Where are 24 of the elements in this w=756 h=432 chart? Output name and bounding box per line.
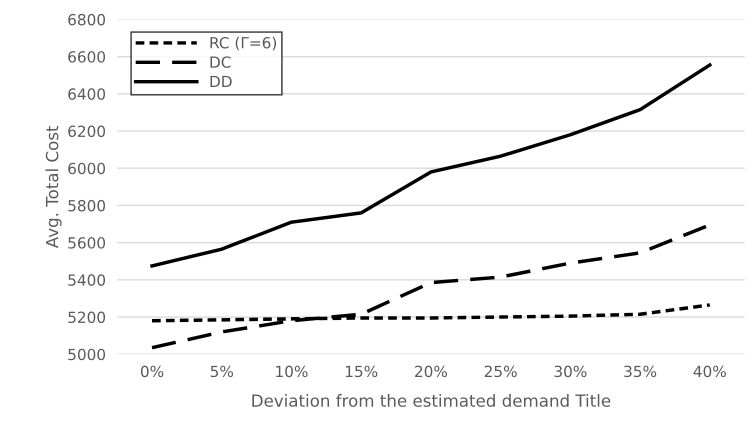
legend-label: DD (210, 76, 232, 88)
x-tick-label: 0% (140, 366, 164, 378)
x-tick-label: 5% (210, 366, 234, 378)
y-tick-label: 6000 (68, 162, 106, 174)
x-tick-label: 35% (624, 366, 656, 378)
x-tick-label: 10% (276, 366, 308, 378)
y-tick-label: 6600 (68, 51, 106, 63)
x-tick-label: 20% (415, 366, 448, 378)
y-tick-label: 6200 (68, 126, 106, 138)
y-axis-title: Avg. Total Cost (46, 126, 62, 248)
legend-label: RC (Γ=6) (210, 36, 276, 50)
x-axis-title: Deviation from the estimated demand Title (252, 394, 610, 407)
y-tick-label: 5000 (68, 348, 106, 360)
y-tick-label: 6400 (68, 88, 106, 100)
x-tick-label: 40% (694, 366, 726, 378)
y-tick-label: 5400 (68, 274, 106, 286)
y-tick-label: 6800 (68, 14, 106, 26)
y-tick-label: 5800 (68, 200, 106, 212)
x-tick-label: 15% (346, 366, 378, 378)
x-tick-label: 30% (554, 366, 586, 378)
x-tick-label: 25% (484, 366, 517, 378)
legend-label: DC (210, 56, 231, 68)
y-tick-label: 5600 (68, 237, 106, 249)
y-tick-label: 5200 (68, 312, 106, 324)
